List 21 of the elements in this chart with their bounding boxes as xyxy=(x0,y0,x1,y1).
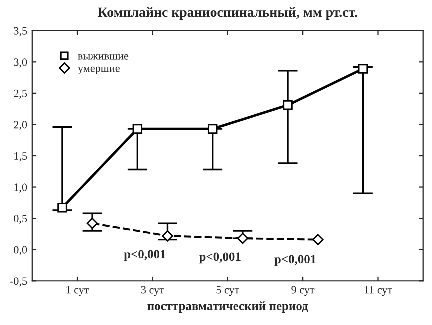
x-tick-label: 9 сут xyxy=(292,286,315,296)
y-tick-label: 1,5 xyxy=(14,152,28,162)
y-tick-label: 0,5 xyxy=(14,215,28,224)
annotation: p<0,001 xyxy=(124,250,166,262)
x-axis-title: посттравматический период xyxy=(148,302,308,313)
y-tick-label: 3,5 xyxy=(14,27,28,36)
y-tick-label: 2,5 xyxy=(14,90,28,99)
legend-label: умершие xyxy=(78,66,120,75)
x-tick-label: 3 сут xyxy=(141,286,164,296)
x-tick-label: 5 сут xyxy=(216,286,240,296)
chart-title: Комплайнс краниоспинальный, мм рт.ст. xyxy=(98,7,358,20)
y-tick-label: 2,0 xyxy=(14,121,28,130)
y-tick-label: 0,0 xyxy=(14,246,28,256)
legend-label: выжившие xyxy=(78,54,129,60)
y-tick-label: 3,0 xyxy=(14,58,28,68)
annotation: p<0,001 xyxy=(274,255,316,266)
y-tick-label: -0,5 xyxy=(10,278,28,287)
x-tick-label: 11 сут xyxy=(364,286,392,296)
x-tick-label: 1 сут xyxy=(66,286,90,296)
y-tick-label: 1,0 xyxy=(14,184,28,193)
annotation: p<0,001 xyxy=(199,252,241,264)
